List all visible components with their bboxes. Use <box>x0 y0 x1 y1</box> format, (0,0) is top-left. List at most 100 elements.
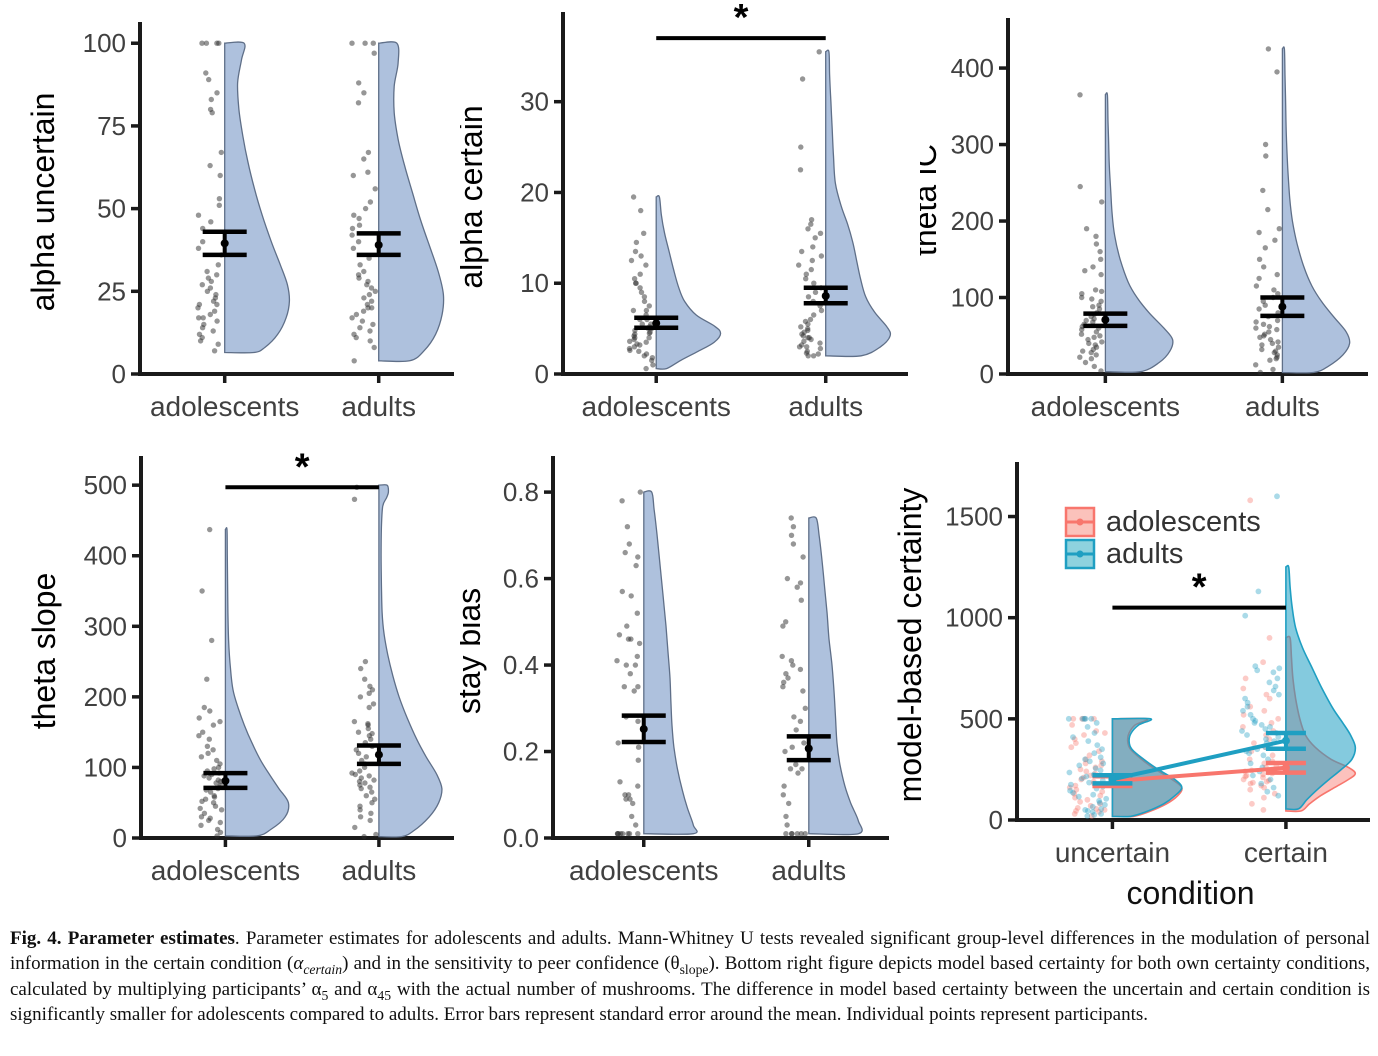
violin-adolescents <box>643 490 698 835</box>
y-tick-label: 0 <box>980 359 994 389</box>
mean-line-adults <box>1111 738 1287 782</box>
errorbar-adults <box>1260 295 1305 319</box>
caption-segment: ). Bottom right figure depicts model bas… <box>10 953 1370 1000</box>
caption-segment: slope <box>679 962 709 978</box>
y-tick-label: 25 <box>97 276 126 306</box>
y-tick-label: 0 <box>112 359 126 389</box>
caption-segment: . Parameter estimates for adolescents an… <box>10 928 1370 975</box>
y-tick-label: 400 <box>951 53 994 83</box>
y-tick-label: 100 <box>951 283 994 313</box>
errorbar-adults <box>803 285 848 306</box>
y-tick-label: 1000 <box>945 603 1003 633</box>
caption-segment: 45 <box>377 987 392 1003</box>
figure-caption: Fig. 4. Parameter estimates. Parameter e… <box>10 926 1370 1027</box>
violin-adolescents <box>224 527 290 837</box>
points-adults <box>779 515 808 837</box>
points-adolescents <box>195 40 225 354</box>
points-adolescents <box>626 194 656 372</box>
errorbar-adults <box>356 231 401 258</box>
panel-alpha-uncertain: 0 25 50 75 100 adolescents adults alpha uncerta… <box>25 22 454 422</box>
y-tick-label: 10 <box>520 268 549 298</box>
points-adults <box>349 484 379 840</box>
y-tick-label: 50 <box>97 194 126 224</box>
errorbar-adults <box>786 734 831 763</box>
errorbar-adolescents <box>203 770 248 791</box>
panel-alpha-certain: 0 10 20 30 adolescents adults alpha certain * <box>460 0 908 422</box>
points-adolescents <box>1077 92 1105 374</box>
errorbar-adults <box>356 743 401 767</box>
y-tick-label: 0.4 <box>503 650 539 680</box>
category-label: adolescents <box>1031 391 1180 422</box>
errorbar-adolescents <box>1083 311 1128 329</box>
sig-star: * <box>734 0 749 39</box>
sig-star: * <box>295 446 310 488</box>
category-label: adolescents <box>582 391 731 422</box>
points-adults <box>1253 46 1282 376</box>
panel-theta-slope: 0 100 200 300 400 500 adolescents adults theta s… <box>26 446 454 886</box>
y-axis-title: alpha certain <box>460 105 489 288</box>
y-tick-label: 200 <box>951 206 994 236</box>
violin-adolescents <box>224 41 291 354</box>
violin-adolescents <box>1104 92 1174 374</box>
y-tick-label: 0.6 <box>503 564 539 594</box>
y-tick-label: 30 <box>520 87 549 117</box>
y-tick-label: 0 <box>989 805 1003 835</box>
category-label: adolescents <box>150 391 299 422</box>
errorbar-adolescents <box>621 713 666 745</box>
y-tick-label: 1500 <box>945 502 1003 532</box>
y-tick-label: 100 <box>84 752 127 782</box>
y-tick-label: 0.2 <box>503 737 539 767</box>
violin-adults <box>825 49 892 358</box>
violin-adolescents <box>655 195 722 370</box>
mean-line-adolescents <box>1112 765 1287 784</box>
y-tick-label: 500 <box>960 704 1003 734</box>
caption-segment: with the actual number of mushrooms. The… <box>10 978 1371 1025</box>
violin-adults <box>378 484 443 838</box>
y-tick-label: 500 <box>84 470 127 500</box>
errorbar-adolescents <box>634 315 679 330</box>
category-label: certain <box>1244 837 1328 868</box>
y-tick-label: 20 <box>520 177 549 207</box>
caption-segment: ) and in the sensitivity to peer confide… <box>342 953 680 975</box>
category-label: uncertain <box>1055 837 1170 868</box>
errorbar-adults-certain <box>1265 730 1306 752</box>
category-label: adults <box>1245 391 1320 422</box>
panel-model-based-certainty: 0 500 1000 1500 uncertain certain model-based … <box>897 462 1370 911</box>
points-adolescents-uncertain <box>1066 715 1108 819</box>
panel-stay-bias: 0.0 0.2 0.4 0.6 0.8 adolescents adults stay bia… <box>460 456 889 886</box>
legend-label-adults: adults <box>1106 538 1183 570</box>
points-adults <box>349 40 378 364</box>
violin-adults <box>808 516 863 836</box>
errorbar-adults-uncertain <box>1092 773 1133 786</box>
errorbar-adolescents <box>202 229 247 258</box>
sig-star: * <box>1192 567 1207 609</box>
y-tick-label: 300 <box>84 611 127 641</box>
category-label: adults <box>341 391 416 422</box>
panel-theta-ic: 0 100 200 300 400 adolescents adults theta IC <box>920 18 1368 422</box>
points-adolescents <box>614 489 643 837</box>
points-adults-uncertain <box>1065 715 1110 819</box>
y-axis-title: theta IC <box>920 144 943 256</box>
points-adults <box>796 49 825 359</box>
y-tick-label: 400 <box>84 541 127 571</box>
y-tick-label: 0 <box>535 359 549 389</box>
y-axis-title: model-based certainty <box>897 488 928 803</box>
y-tick-label: 200 <box>84 682 127 712</box>
category-label: adolescents <box>151 855 300 886</box>
y-tick-label: 0.0 <box>503 823 539 853</box>
caption-segment: Fig. 4. Parameter estimates <box>10 928 235 949</box>
caption-segment: 5 <box>321 987 329 1003</box>
y-tick-label: 100 <box>83 28 126 58</box>
y-tick-label: 0.8 <box>503 477 539 507</box>
points-adults-certain <box>1239 493 1283 799</box>
legend-label-adolescents: adolescents <box>1106 506 1261 538</box>
y-tick-label: 0 <box>113 823 127 853</box>
caption-segment: α <box>293 953 304 975</box>
y-tick-label: 75 <box>97 111 126 141</box>
category-label: adults <box>771 855 846 886</box>
category-label: adults <box>342 855 417 886</box>
violin-adults <box>378 41 445 363</box>
y-axis-title: stay bias <box>460 588 487 714</box>
